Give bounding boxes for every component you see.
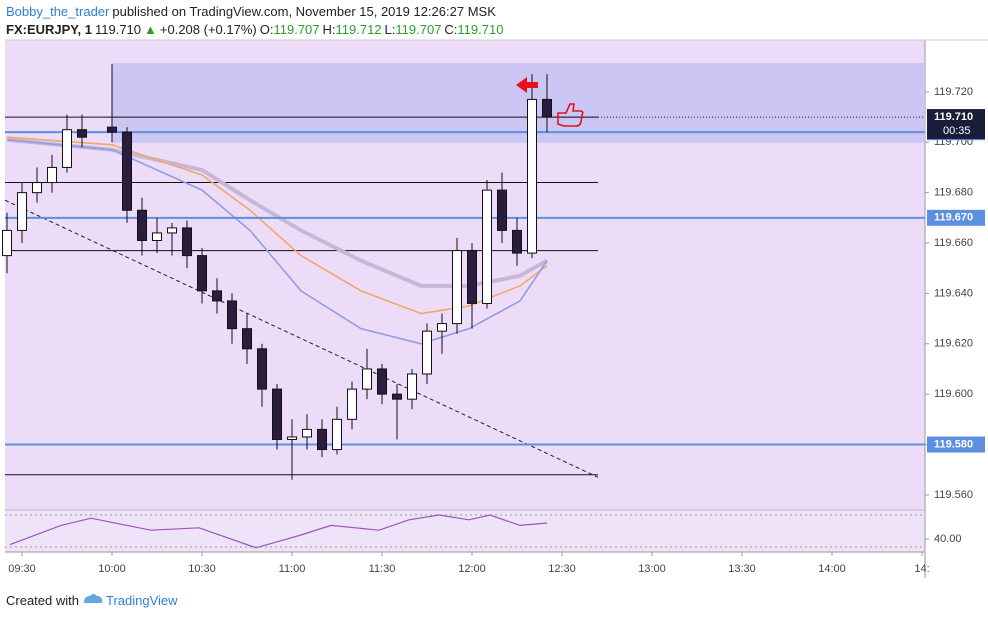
arrow: ▲ bbox=[144, 22, 157, 37]
change: +0.208 (+0.17%) bbox=[159, 22, 257, 37]
red-arrow bbox=[516, 77, 538, 93]
candle-body bbox=[152, 232, 163, 241]
header-line-2: FX:EURJPY, 1 119.710 ▲ +0.208 (+0.17%) O:119… bbox=[6, 22, 506, 37]
candle-body bbox=[212, 290, 223, 302]
candle-body bbox=[272, 388, 283, 440]
y-tick-label: 119.660 bbox=[934, 237, 973, 249]
candle-body bbox=[137, 209, 148, 241]
plot-layer: 119.560 119.580 119.600 119.620 119.640 119.6… bbox=[2, 62, 985, 575]
low: 119.707 bbox=[395, 22, 442, 37]
y-tick-label: 119.600 bbox=[934, 388, 973, 400]
created-with: Created with bbox=[6, 593, 79, 608]
header-line-1: Bobby_the_trader published on TradingView… bbox=[6, 4, 499, 19]
candle-body bbox=[392, 393, 403, 400]
x-tick-label: 11:00 bbox=[279, 563, 306, 575]
candle-body bbox=[482, 189, 493, 304]
last: 119.710 bbox=[94, 22, 142, 37]
candle-body bbox=[542, 98, 553, 118]
candle-body bbox=[497, 189, 508, 231]
candle-body bbox=[302, 428, 313, 438]
y-tick-label: 119.620 bbox=[934, 338, 973, 350]
high: 119.712 bbox=[335, 22, 382, 37]
candle-body bbox=[452, 250, 463, 325]
y-tick-label: 119.640 bbox=[934, 287, 973, 299]
level-label-box bbox=[927, 209, 985, 226]
low-label: L: bbox=[384, 22, 396, 37]
candle-body bbox=[317, 428, 328, 451]
brand[interactable]: TradingView bbox=[105, 593, 178, 608]
x-tick-label: 12:30 bbox=[548, 563, 576, 575]
x-tick-label: 12:00 bbox=[458, 563, 486, 575]
open-label: O: bbox=[259, 22, 274, 37]
x-tick-label: 10:00 bbox=[98, 563, 126, 575]
candle-body bbox=[362, 368, 373, 390]
candle-body bbox=[62, 129, 73, 168]
candle-body bbox=[287, 436, 298, 440]
author: Bobby_the_trader bbox=[6, 4, 110, 19]
footer: Created with TradingView bbox=[6, 593, 181, 608]
candle-body bbox=[242, 328, 253, 350]
tradingview-logo bbox=[84, 594, 103, 603]
published: published on TradingView.com, November 1… bbox=[112, 4, 496, 19]
candle-body bbox=[257, 348, 268, 390]
candle-body bbox=[47, 166, 58, 184]
candle-body bbox=[347, 388, 358, 420]
candle-body bbox=[197, 255, 208, 292]
countdown: 00:35 bbox=[943, 125, 971, 137]
candle-body bbox=[512, 229, 523, 254]
x-tick-label: 14:00 bbox=[818, 563, 846, 575]
y-tick-label: 119.720 bbox=[934, 86, 973, 98]
close-label: C: bbox=[444, 22, 458, 37]
x-tick-label: 13:30 bbox=[728, 563, 756, 575]
candle-body bbox=[122, 131, 133, 211]
moving-average bbox=[6, 136, 548, 315]
zone bbox=[112, 62, 925, 143]
x-tick-label: 09:30 bbox=[8, 563, 36, 575]
candle-body bbox=[377, 368, 388, 395]
candle-body bbox=[227, 300, 238, 330]
candle-body bbox=[407, 373, 418, 400]
candle-body bbox=[2, 229, 13, 257]
level-label: 119.580 bbox=[934, 438, 973, 450]
rsi-line bbox=[9, 514, 548, 549]
high-label: H: bbox=[322, 22, 336, 37]
symbol: FX:EURJPY, 1 bbox=[6, 22, 92, 37]
candle-body bbox=[107, 126, 118, 133]
rsi-tick-label: 40.00 bbox=[934, 533, 962, 545]
thumbs-up-icon bbox=[557, 103, 584, 127]
y-tick-label: 119.560 bbox=[934, 489, 973, 501]
candle-body bbox=[422, 330, 433, 375]
candle-body bbox=[17, 192, 28, 231]
rsi-background bbox=[5, 510, 925, 552]
x-tick-label: 11:30 bbox=[369, 563, 396, 575]
candle-body bbox=[167, 227, 178, 234]
candle-body bbox=[77, 129, 88, 138]
moving-average bbox=[6, 138, 548, 345]
candle-body bbox=[437, 323, 448, 332]
candle-body bbox=[467, 250, 478, 304]
level-label: 119.670 bbox=[934, 212, 973, 224]
y-tick-label: 119.680 bbox=[934, 187, 973, 199]
x-tick-label: 13:00 bbox=[638, 563, 666, 575]
candle-body bbox=[527, 98, 538, 254]
level-label-box bbox=[927, 436, 985, 453]
x-tick-label: 14: bbox=[914, 563, 929, 575]
last-price-label: 119.710 bbox=[934, 111, 973, 123]
last-price-box bbox=[927, 109, 985, 140]
x-tick-label: 10:30 bbox=[188, 563, 216, 575]
candle-body bbox=[32, 182, 43, 194]
candle-body bbox=[182, 227, 193, 257]
candle-body bbox=[332, 418, 343, 451]
close: 119.710 bbox=[457, 22, 504, 37]
open: 119.707 bbox=[273, 22, 320, 37]
